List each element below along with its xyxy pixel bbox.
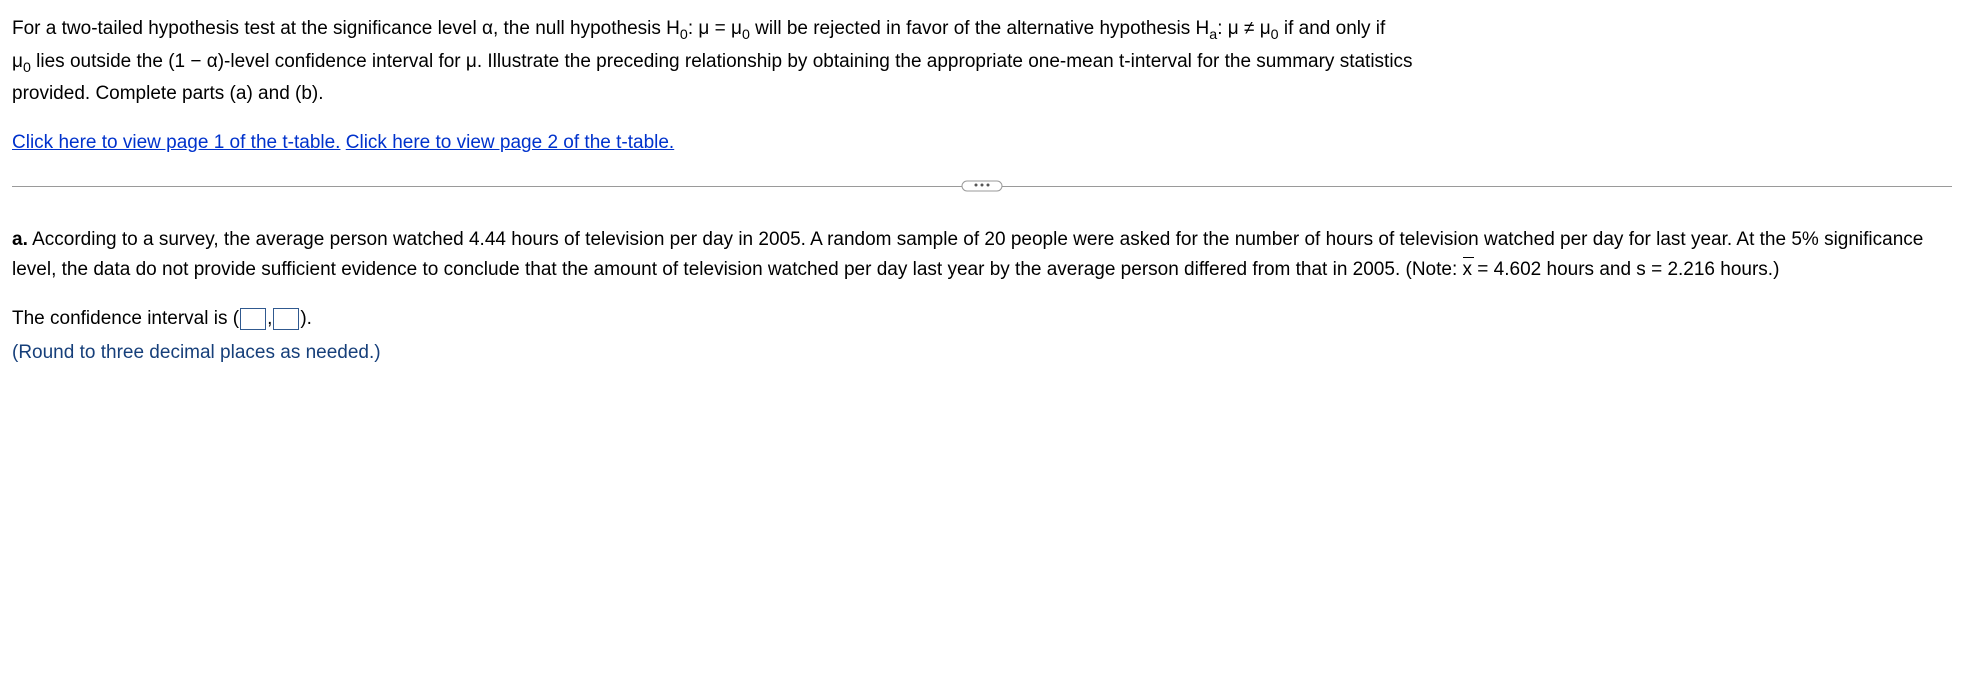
sub-0: 0: [680, 27, 688, 43]
part-a-label: a.: [12, 229, 28, 250]
intro-line-1: For a two-tailed hypothesis test at the …: [12, 14, 1952, 47]
sub-0: 0: [742, 27, 750, 43]
intro-text: lies outside the (1 − α)-level confidenc…: [31, 51, 1413, 72]
x-bar-symbol: x: [1463, 255, 1473, 285]
dot-icon: [987, 184, 990, 187]
dot-icon: [981, 184, 984, 187]
part-a-question: a. According to a survey, the average pe…: [12, 225, 1952, 286]
dot-icon: [975, 184, 978, 187]
intro-text: if and only if: [1279, 18, 1386, 39]
t-table-page1-link[interactable]: Click here to view page 1 of the t-table…: [12, 132, 340, 153]
intro-text: For a two-tailed hypothesis test at the …: [12, 18, 680, 39]
rounding-hint: (Round to three decimal places as needed…: [12, 338, 1952, 368]
expand-pill-button[interactable]: [962, 181, 1003, 192]
sub-0: 0: [1271, 27, 1279, 43]
part-a-text-2: = 4.602 hours and s = 2.216 hours.): [1472, 259, 1779, 280]
sub-0: 0: [23, 59, 31, 75]
confidence-interval-answer: The confidence interval is (,).: [12, 304, 1952, 334]
intro-text: : μ ≠ μ: [1217, 18, 1270, 39]
answer-post-text: ).: [300, 308, 312, 329]
section-divider: [12, 186, 1952, 187]
t-table-page2-link[interactable]: Click here to view page 2 of the t-table…: [346, 132, 674, 153]
intro-text: : μ = μ: [688, 18, 742, 39]
answer-pre-text: The confidence interval is (: [12, 308, 239, 329]
intro-text: will be rejected in favor of the alterna…: [750, 18, 1209, 39]
comma: ,: [267, 308, 272, 329]
t-table-links: Click here to view page 1 of the t-table…: [12, 128, 1952, 158]
intro-line-3: provided. Complete parts (a) and (b).: [12, 79, 1952, 109]
ci-lower-input[interactable]: [240, 308, 266, 330]
intro-text: μ: [12, 51, 23, 72]
ci-upper-input[interactable]: [273, 308, 299, 330]
intro-line-2: μ0 lies outside the (1 − α)-level confid…: [12, 47, 1952, 80]
problem-intro: For a two-tailed hypothesis test at the …: [12, 14, 1952, 110]
